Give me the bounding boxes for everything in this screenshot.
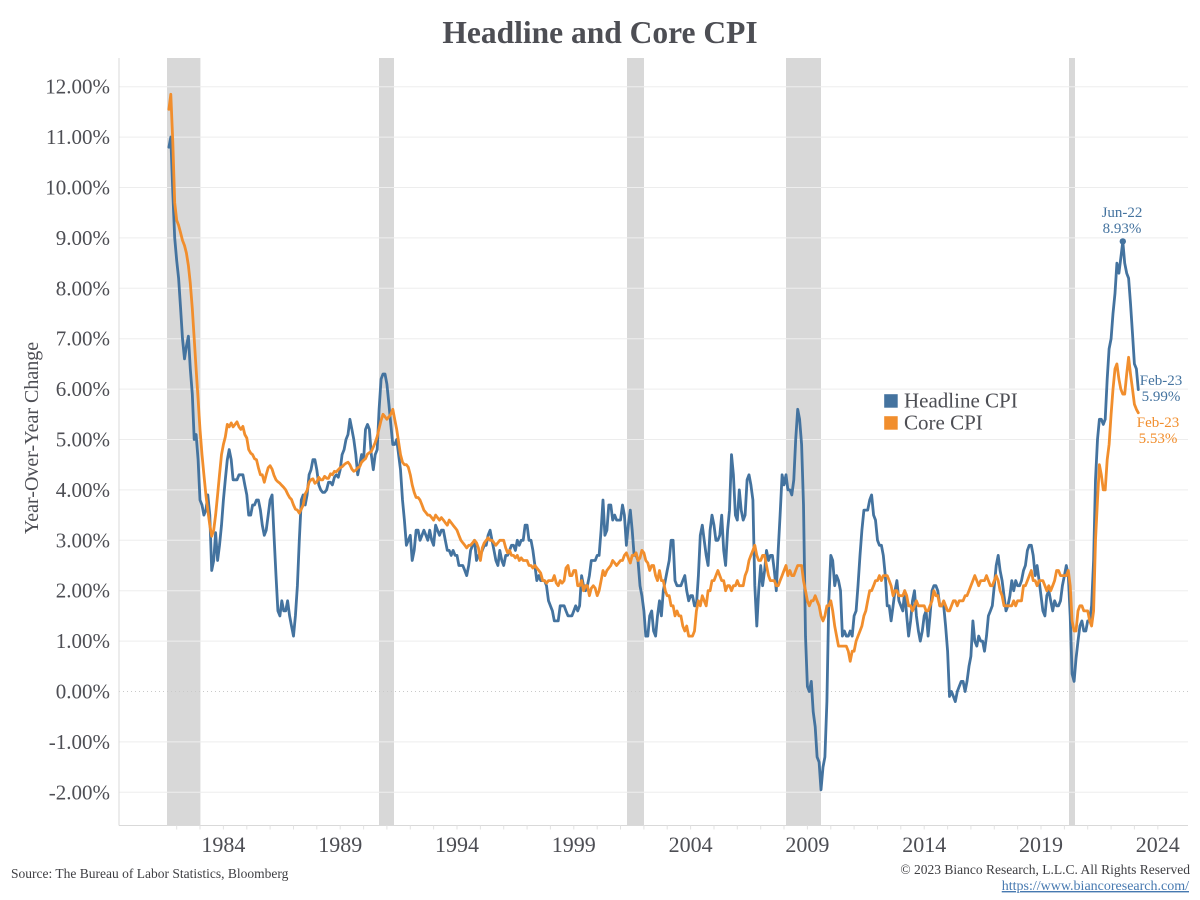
svg-text:5.00%: 5.00% [56,428,110,452]
svg-text:Jun-22: Jun-22 [1102,205,1143,221]
svg-text:https://www.biancoresearch.com: https://www.biancoresearch.com/ [1002,879,1189,894]
svg-text:8.00%: 8.00% [56,276,110,300]
svg-text:2019: 2019 [1019,832,1063,857]
svg-text:Feb-23: Feb-23 [1137,415,1180,431]
svg-text:6.00%: 6.00% [56,377,110,401]
svg-text:2.00%: 2.00% [56,579,110,603]
svg-text:2004: 2004 [669,832,713,857]
svg-text:2024: 2024 [1136,832,1180,857]
svg-text:11.00%: 11.00% [46,125,110,149]
svg-text:0.00%: 0.00% [56,680,110,704]
svg-text:Headline and Core CPI: Headline and Core CPI [442,15,757,50]
svg-text:1989: 1989 [318,832,362,857]
svg-text:-2.00%: -2.00% [49,780,110,804]
svg-text:Headline CPI: Headline CPI [904,389,1018,413]
svg-text:8.93%: 8.93% [1103,221,1142,237]
svg-text:7.00%: 7.00% [56,327,110,351]
svg-text:© 2023 Bianco Research, L.L.C.: © 2023 Bianco Research, L.L.C. All Right… [900,862,1190,877]
svg-text:Year-Over-Year Change: Year-Over-Year Change [21,342,43,534]
svg-text:Core CPI: Core CPI [904,411,983,435]
svg-text:5.99%: 5.99% [1142,389,1181,405]
svg-text:4.00%: 4.00% [56,478,110,502]
svg-text:9.00%: 9.00% [56,226,110,250]
svg-text:3.00%: 3.00% [56,528,110,552]
svg-text:Feb-23: Feb-23 [1140,373,1183,389]
svg-text:12.00%: 12.00% [45,75,110,99]
svg-text:2009: 2009 [785,832,829,857]
svg-text:-1.00%: -1.00% [49,730,110,754]
svg-text:2014: 2014 [902,832,946,857]
svg-text:10.00%: 10.00% [45,176,110,200]
svg-text:5.53%: 5.53% [1139,431,1178,447]
svg-text:1.00%: 1.00% [56,629,110,653]
svg-text:Source: The Bureau of Labor St: Source: The Bureau of Labor Statistics, … [11,866,289,881]
svg-text:1994: 1994 [435,832,479,857]
svg-text:1999: 1999 [552,832,596,857]
svg-text:1984: 1984 [201,832,245,857]
